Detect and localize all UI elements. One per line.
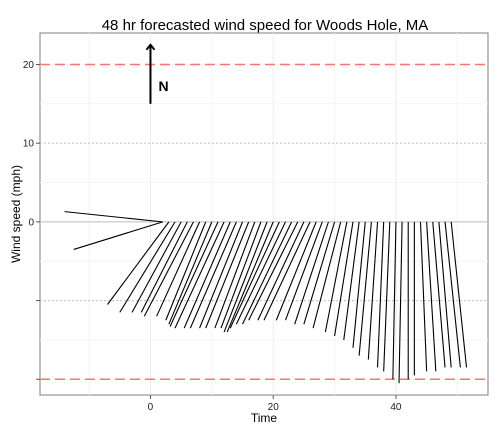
wind-vector: [119, 221, 176, 313]
wind-vector: [189, 221, 237, 329]
wind-vector: [140, 221, 188, 313]
wind-vector: [334, 221, 354, 337]
x-axis-ticks: 0 20 40: [148, 395, 402, 413]
wind-vector: [248, 221, 299, 321]
wind-vector: [432, 221, 446, 368]
wind-vector: [199, 221, 244, 329]
wind-vector: [156, 221, 201, 317]
reference-lines: [40, 63, 488, 381]
wind-vector: [367, 221, 379, 360]
wind-vector: [376, 221, 385, 368]
wind-vector: [450, 221, 468, 368]
wind-vector: [383, 221, 391, 372]
wind-vector: [444, 221, 461, 368]
y-tick-label: 10: [23, 139, 35, 150]
wind-vectors: [64, 211, 468, 384]
wind-vector: [131, 221, 182, 313]
y-tick-label: 20: [23, 60, 35, 71]
y-tick-label: 0: [28, 217, 34, 228]
north-indicator: N: [145, 43, 169, 104]
wind-vector: [174, 221, 225, 329]
wind-vector: [358, 221, 372, 356]
wind-vector: [235, 221, 286, 325]
wind-vector: [183, 221, 231, 329]
wind-vector: [419, 221, 428, 372]
chart-title: 48 hr forecasted wind speed for Woods Ho…: [102, 17, 429, 34]
wind-vector: [284, 221, 323, 321]
wind-vector: [303, 221, 336, 325]
wind-vector: [143, 221, 194, 317]
wind-vector: [398, 221, 403, 384]
wind-vector: [352, 221, 366, 348]
x-tick-label: 20: [268, 402, 280, 413]
north-arrow-head: [145, 43, 156, 51]
wind-vector: [226, 221, 274, 333]
north-label: N: [158, 78, 168, 94]
wind-vector: [220, 221, 262, 329]
y-axis-title: Wind speed (mph): [9, 165, 23, 263]
wind-vector: [223, 221, 268, 333]
wind-vector: [73, 221, 163, 250]
wind-vector: [169, 221, 219, 327]
wind-vector: [205, 221, 250, 329]
wind-vector: [257, 221, 305, 321]
wind-vector: [426, 221, 437, 372]
wind-vector: [64, 211, 163, 223]
x-axis-title: Time: [251, 411, 278, 425]
wind-vector: [263, 221, 311, 321]
wind-vector: [229, 221, 280, 329]
wind-vector: [392, 221, 397, 380]
wind-vector: [438, 221, 452, 368]
x-tick-label: 0: [148, 402, 154, 413]
wind-vector: [275, 221, 317, 321]
wind-vector: [242, 221, 293, 325]
wind-vector: [294, 221, 329, 325]
wind-vector: [107, 221, 170, 305]
plot-panel: [39, 32, 489, 396]
wind-vector: [168, 221, 213, 325]
y-axis-ticks: 20 10 0: [23, 60, 40, 380]
wind-vector: [312, 221, 342, 329]
wind-vector: [214, 221, 256, 329]
x-tick-label: 40: [390, 402, 402, 413]
wind-vector: [165, 221, 207, 321]
wind-vector: [343, 221, 360, 340]
wind-vector: [324, 221, 348, 333]
